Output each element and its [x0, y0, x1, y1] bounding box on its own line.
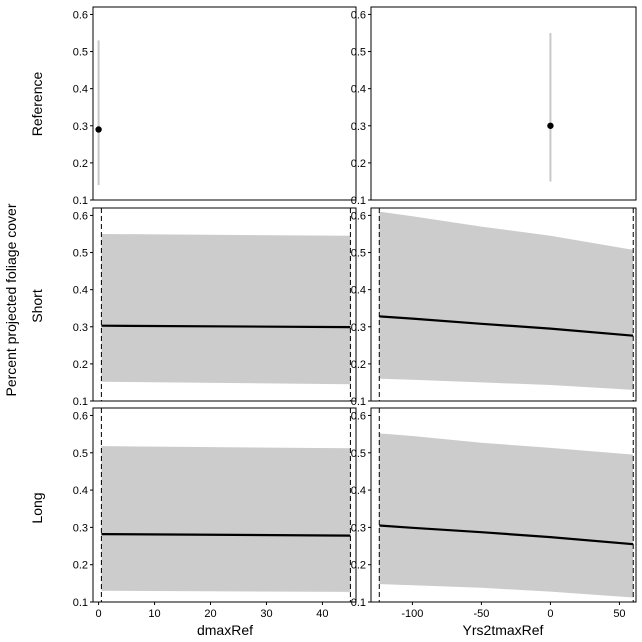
confidence-ribbon — [379, 433, 634, 598]
y-tick-label: 0.5 — [351, 47, 366, 59]
y-tick-label: 0.3 — [73, 522, 88, 534]
y-tick-label: 0.5 — [73, 248, 88, 260]
y-tick-label: 0.2 — [351, 158, 366, 170]
x-tick-label: 50 — [613, 608, 625, 620]
y-tick-label: 0.3 — [351, 121, 366, 133]
panel-long-dmaxref: 0.1 0.2 0.3 0.4 0.5 0.6 0 10 20 30 40 — [73, 407, 357, 620]
y-tick-label: 0.4 — [73, 285, 88, 297]
x-axis-title-right: Yrs2tmaxRef — [463, 622, 544, 638]
y-tick-label: 0.6 — [351, 9, 366, 21]
panel-border — [92, 407, 357, 603]
y-tick-label: 0.2 — [73, 560, 88, 572]
y-tick-label: 0.6 — [73, 410, 88, 422]
fitted-line — [101, 324, 351, 329]
y-tick-label: 0.3 — [73, 121, 88, 133]
y-tick-label: 0.1 — [73, 195, 88, 207]
x-tick-label: 30 — [260, 608, 272, 620]
y-tick-label: 0.1 — [73, 396, 88, 408]
fitted-line — [379, 524, 634, 546]
confidence-ribbon — [379, 211, 634, 390]
panel-reference-yrs2tmaxref: 0.1 0.2 0.3 0.4 0.5 0.6 — [351, 6, 637, 207]
panel-border — [370, 407, 637, 603]
y-tick-label: 0.5 — [73, 47, 88, 59]
y-tick-label: 0.6 — [73, 9, 88, 21]
panel-short-yrs2tmaxref: 0.1 0.2 0.3 0.4 0.5 0.6 — [351, 207, 637, 408]
y-tick-label: 0.1 — [351, 396, 366, 408]
fitted-line — [101, 532, 351, 537]
y-tick-label: 0.4 — [351, 285, 366, 297]
panel-reference-dmaxref: 0.1 0.2 0.3 0.4 0.5 0.6 — [73, 6, 357, 207]
y-tick-label: 0.2 — [351, 359, 366, 371]
y-tick-label: 0.1 — [351, 597, 366, 609]
confidence-ribbon — [101, 446, 351, 592]
x-tick-label: 40 — [316, 608, 328, 620]
y-tick-label: 0.4 — [73, 84, 88, 96]
y-axis-title: Percent projected foliage cover — [3, 203, 19, 396]
x-tick-label: 0 — [547, 608, 553, 620]
y-tick-label: 0.5 — [351, 448, 366, 460]
x-tick-label: 10 — [148, 608, 160, 620]
estimate-point — [95, 126, 102, 133]
panel-border — [370, 207, 637, 402]
y-tick-label: 0.1 — [73, 597, 88, 609]
y-tick-label: 0.6 — [351, 210, 366, 222]
x-axis-title-left: dmaxRef — [197, 622, 253, 638]
x-tick-label: -100 — [401, 608, 423, 620]
x-tick-label: 20 — [204, 608, 216, 620]
y-tick-label: 0.1 — [351, 195, 366, 207]
panel-short-dmaxref: 0.1 0.2 0.3 0.4 0.5 0.6 — [73, 207, 357, 408]
y-tick-label: 0.6 — [351, 410, 366, 422]
panel-border — [92, 6, 357, 201]
y-tick-label: 0.4 — [73, 485, 88, 497]
panel-border — [92, 207, 357, 402]
estimate-point — [547, 122, 554, 129]
y-tick-label: 0.2 — [73, 158, 88, 170]
y-tick-label: 0.5 — [351, 248, 366, 260]
y-tick-label: 0.4 — [351, 84, 366, 96]
x-tick-label: -50 — [473, 608, 489, 620]
y-tick-label: 0.4 — [351, 485, 366, 497]
confidence-ribbon — [101, 234, 351, 385]
panel-grid: 0.10.20.30.40.50.60.10.20.30.40.50.60.10… — [73, 6, 637, 620]
panel-border — [370, 6, 637, 201]
x-tick-label: 0 — [96, 608, 102, 620]
y-tick-label: 0.2 — [351, 560, 366, 572]
row-label-reference: Reference — [29, 71, 45, 136]
fitted-line — [379, 315, 634, 337]
y-tick-label: 0.6 — [73, 210, 88, 222]
y-tick-label: 0.5 — [73, 448, 88, 460]
y-tick-label: 0.3 — [351, 322, 366, 334]
row-label-short: Short — [29, 289, 45, 323]
row-label-long: Long — [29, 492, 45, 523]
panel-long-yrs2tmaxref: 0.1 0.2 0.3 0.4 0.5 0.6 -100 -50 0 50 — [351, 407, 637, 620]
y-tick-label: 0.3 — [351, 522, 366, 534]
y-tick-label: 0.3 — [73, 322, 88, 334]
y-tick-label: 0.2 — [73, 359, 88, 371]
